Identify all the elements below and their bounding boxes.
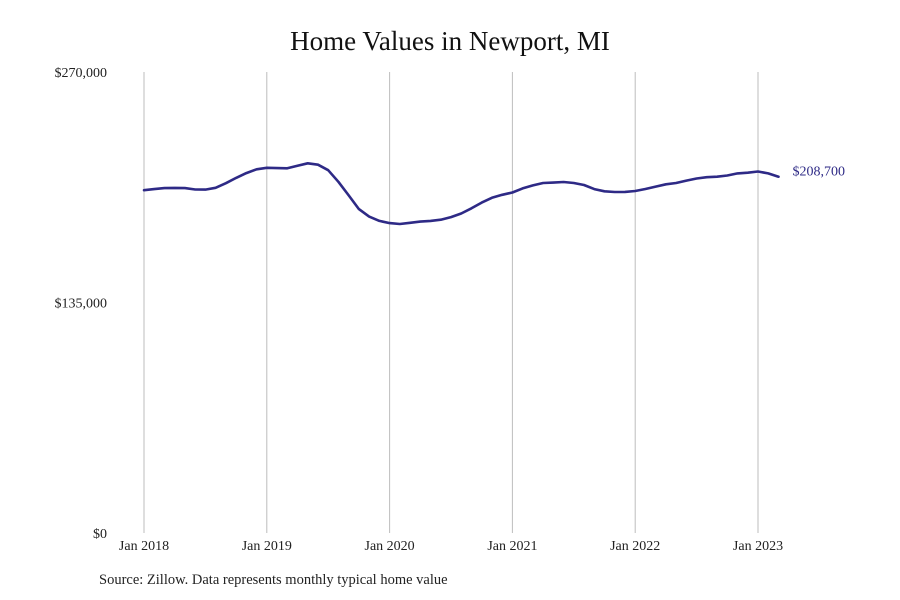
last-value-label: $208,700 [792,165,845,180]
x-tick-label: Jan 2021 [487,539,537,554]
y-tick-label: $270,000 [55,66,108,81]
x-axis-ticks: Jan 2018 Jan 2019 Jan 2020 Jan 2021 Jan 2022… [119,539,783,554]
y-axis-ticks: $0 $135,000 $270,000 [55,66,108,542]
x-tick-label: Jan 2020 [365,539,415,554]
home-value-line [142,162,780,226]
x-tick-label: Jan 2022 [610,539,660,554]
x-tick-label: Jan 2023 [733,539,783,554]
x-tick-label: Jan 2018 [119,539,169,554]
chart-title: Home Values in Newport, MI [290,26,610,56]
y-tick-label: $135,000 [55,297,108,312]
y-tick-label: $0 [93,527,107,542]
grid-lines [143,72,759,533]
source-note: Source: Zillow. Data represents monthly … [99,572,448,588]
x-tick-label: Jan 2019 [242,539,292,554]
